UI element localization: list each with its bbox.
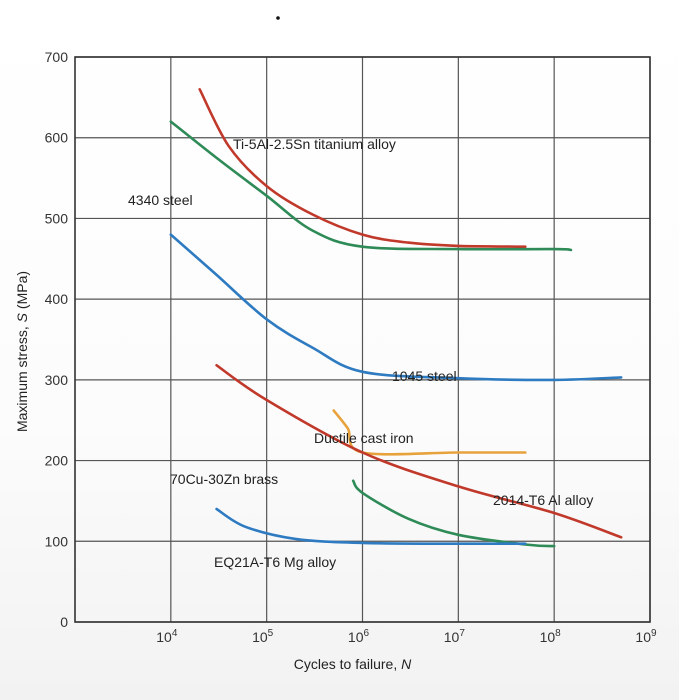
series-label: Ti-5Al-2.5Sn titanium alloy (233, 136, 396, 152)
series-label: EQ21A-T6 Mg alloy (214, 554, 336, 570)
axes: 104 105 106 107 108 109 0 100 200 300 400 500 600 700… (14, 49, 657, 672)
y-tick-label: 200 (45, 453, 69, 469)
series-label: 1045 steel (392, 368, 457, 384)
x-tick-label: 107 (444, 628, 466, 645)
y-tick-label: 300 (45, 372, 69, 388)
series-label: 2014-T6 Al alloy (493, 492, 593, 508)
x-axis-label: Cycles to failure, N (294, 656, 412, 672)
x-tick-label: 109 (635, 628, 657, 645)
x-tick-label: 106 (348, 628, 370, 645)
series-lines (169, 88, 623, 548)
y-tick-label: 600 (45, 130, 69, 146)
series-line (215, 507, 527, 546)
series-label: Ductile cast iron (314, 430, 414, 446)
y-tick-label: 700 (45, 49, 69, 65)
series-label: 70Cu-30Zn brass (170, 471, 278, 487)
x-tick-label: 108 (540, 628, 562, 645)
dot-mark (276, 16, 280, 20)
y-tick-label: 500 (45, 210, 69, 226)
series-line (169, 233, 623, 382)
y-tick-label: 0 (60, 614, 68, 630)
plot-frame (74, 56, 651, 623)
series-line (169, 120, 573, 252)
series-line (351, 479, 556, 548)
y-tick-label: 100 (45, 533, 69, 549)
y-axis-label: Maximum stress, S (MPa) (14, 271, 30, 432)
y-tick-label: 400 (45, 291, 69, 307)
x-tick-label: 104 (156, 628, 178, 645)
x-tick-label: 105 (252, 628, 274, 645)
series-line (198, 88, 527, 248)
series-label: 4340 steel (128, 192, 193, 208)
series-labels: Ti-5Al-2.5Sn titanium alloy 4340 steel 104… (128, 136, 593, 570)
series-line (215, 364, 623, 539)
